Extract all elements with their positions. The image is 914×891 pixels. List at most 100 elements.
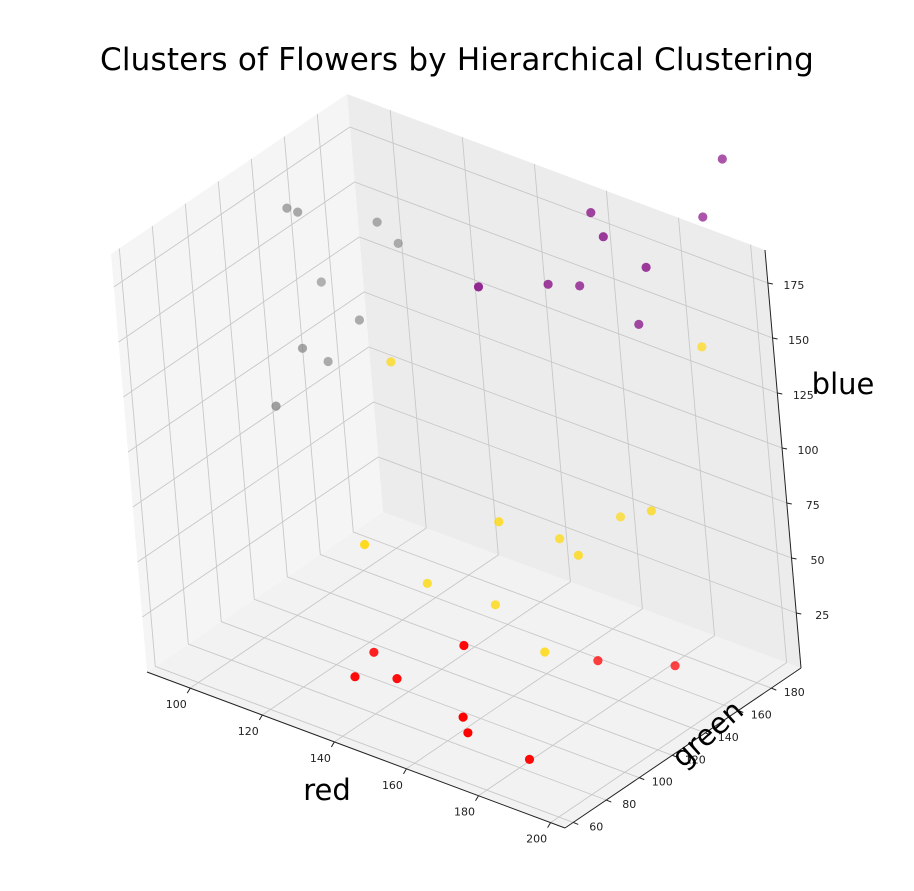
x-tick-mark (475, 795, 479, 801)
x-tick-label: 180 (454, 806, 475, 819)
x-tick-label: 160 (382, 779, 403, 792)
back-pane (347, 94, 801, 668)
data-point-series-3 (575, 281, 585, 291)
y-tick-label: 60 (589, 820, 603, 833)
data-point-series-4 (297, 343, 308, 353)
x-gridline (189, 110, 427, 689)
data-point-series-1 (458, 712, 468, 722)
data-point-series-2 (490, 600, 500, 610)
y-tick-label: 180 (784, 686, 805, 699)
z-tick-label: 75 (806, 499, 820, 512)
z-gridline (113, 126, 768, 288)
z-axis-label: blue (812, 367, 875, 401)
data-point-series-2 (494, 517, 504, 527)
data-point-series-1 (463, 728, 473, 738)
y-tick-label: 80 (622, 798, 636, 811)
data-point-series-3 (634, 319, 644, 329)
z-tick-label: 25 (815, 609, 829, 622)
chart-title: Clusters of Flowers by Hierarchical Clus… (99, 42, 814, 78)
z-tick-mark (796, 612, 802, 615)
y-axis-line (564, 667, 802, 829)
data-point-series-2 (646, 506, 657, 516)
data-point-series-4 (293, 207, 303, 217)
x-gridline (334, 163, 571, 743)
y-tick-mark (771, 687, 777, 691)
data-point-series-4 (354, 315, 364, 325)
z-tick-label: 50 (811, 554, 825, 567)
axes-panes (111, 94, 801, 828)
y-tick-mark (639, 777, 645, 781)
data-point-series-2 (422, 578, 432, 589)
z-gridline (118, 181, 773, 343)
data-point-series-1 (593, 656, 603, 666)
z-tick-mark (781, 447, 788, 450)
data-point-series-3 (598, 232, 608, 242)
side-pane (111, 94, 383, 672)
data-point-series-3 (717, 154, 727, 164)
z-tick-mark (772, 337, 778, 340)
data-point-series-2 (697, 342, 707, 352)
data-point-series-2 (573, 550, 584, 560)
x-gridline (478, 217, 715, 797)
floor-pane (147, 512, 801, 828)
y-tick-label: 160 (751, 709, 772, 722)
data-point-series-3 (543, 279, 553, 289)
data-point-series-2 (540, 647, 550, 657)
axis-lines (146, 249, 802, 829)
data-point-series-4 (323, 356, 333, 367)
grid-lines (113, 110, 797, 823)
x-tick-mark (547, 822, 552, 828)
y-gridline (217, 181, 673, 756)
x-axis-label: red (303, 773, 351, 807)
data-point-series-1 (459, 640, 469, 651)
y-tick-mark (705, 732, 711, 736)
z-tick-mark (786, 502, 792, 505)
z-gridline (123, 236, 778, 398)
x-axis-line (146, 671, 566, 829)
tick-labels: 100 120 140 160 180 200 60 80 100 120 140 160 180 25 5… (166, 279, 830, 846)
z-tick-mark (791, 557, 797, 560)
z-gridline (127, 291, 783, 453)
data-point-series-3 (698, 212, 708, 222)
data-point-series-2 (386, 357, 396, 367)
data-point-series-4 (282, 203, 292, 213)
data-point-series-3 (586, 208, 596, 218)
data-point-series-1 (524, 754, 535, 765)
x-gridline (406, 190, 643, 770)
x-gridline (262, 136, 499, 716)
z-gridline (132, 346, 787, 508)
z-tick-label: 100 (798, 444, 819, 457)
z-tick-mark (767, 282, 773, 285)
x-tick-label: 200 (526, 833, 547, 846)
z-tick-label: 125 (793, 389, 814, 402)
data-point-series-2 (360, 539, 370, 550)
x-tick-label: 140 (310, 752, 331, 765)
data-points (271, 154, 727, 765)
y-gridline (316, 114, 772, 689)
y-gridline (151, 225, 607, 801)
z-tick-mark (777, 392, 783, 395)
data-point-series-3 (473, 282, 484, 292)
data-point-series-2 (555, 534, 565, 544)
y-tick-mark (606, 799, 612, 803)
z-axis-line (764, 249, 802, 669)
z-tick-label: 150 (788, 334, 809, 347)
data-point-series-4 (372, 217, 382, 227)
y-tick-mark (672, 754, 678, 758)
y-tick-label: 120 (685, 753, 706, 766)
data-point-series-4 (393, 238, 403, 248)
z-tick-label: 175 (783, 279, 804, 292)
z-gridline (137, 401, 792, 563)
data-point-series-2 (615, 512, 626, 522)
data-point-series-4 (316, 277, 326, 287)
y-tick-mark (738, 710, 744, 713)
y-gridline (118, 248, 574, 823)
y-tick-mark (573, 821, 579, 825)
x-tick-label: 100 (166, 698, 187, 711)
x-tick-mark (186, 687, 191, 694)
data-point-series-3 (641, 262, 651, 272)
x-tick-mark (258, 714, 263, 721)
y-gridline (184, 203, 640, 779)
y-gridline (250, 158, 706, 734)
